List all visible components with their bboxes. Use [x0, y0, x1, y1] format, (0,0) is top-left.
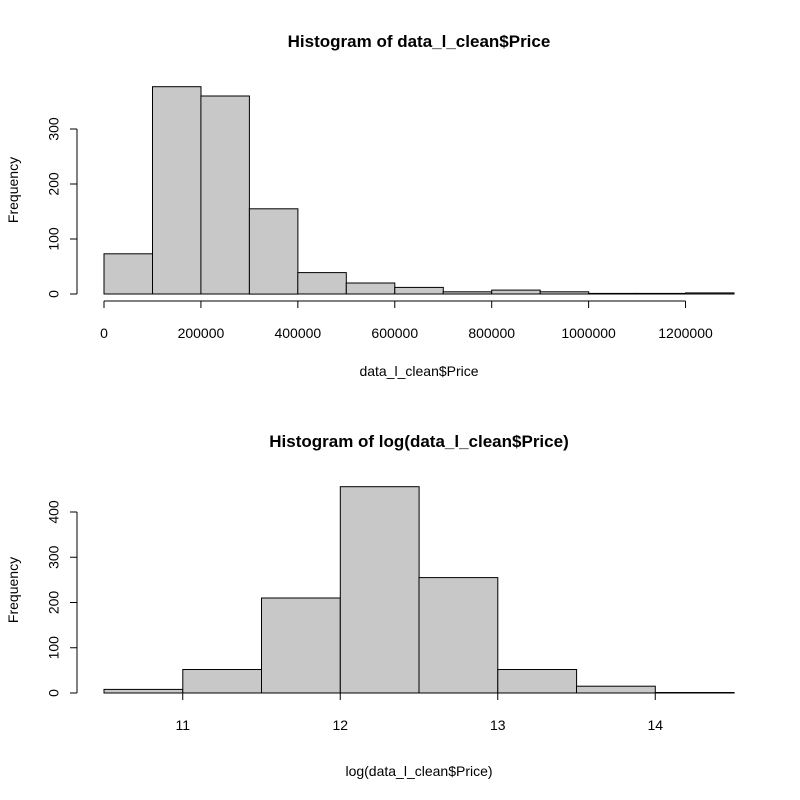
y-tick-label: 300: [46, 545, 62, 569]
y-tick-label: 200: [46, 591, 62, 615]
histogram-bar: [297, 272, 347, 295]
histogram-bar: [442, 291, 493, 295]
histogram-bar: [103, 688, 184, 694]
y-axis: 0 100 200 300 400: [46, 500, 78, 697]
y-tick-label: 0: [46, 689, 62, 697]
histogram-bar: [418, 577, 499, 694]
histogram-bar: [182, 669, 263, 694]
x-tick-label: 13: [490, 717, 506, 733]
x-axis: 0 200000 400000 600000 800000 1000000 1200000: [100, 300, 713, 341]
histogram-bar: [497, 669, 578, 694]
histogram-bar: [539, 291, 590, 295]
x-axis-label: log(data_l_clean$Price): [345, 763, 492, 779]
x-tick-label: 1200000: [658, 325, 713, 341]
histogram-bar: [491, 289, 541, 295]
histogram-bar: [339, 486, 420, 694]
bars: [103, 86, 735, 295]
y-tick-label: 100: [46, 227, 62, 251]
y-axis: 0 100 200 300: [46, 117, 78, 298]
histogram-bar: [588, 292, 638, 295]
x-tick-label: 0: [100, 325, 108, 341]
x-tick-label: 200000: [178, 325, 225, 341]
y-tick-label: 200: [46, 172, 62, 196]
y-tick-label: 400: [46, 500, 62, 524]
histogram-bar: [576, 685, 656, 694]
histogram-log-price: Histogram of log(data_l_clean$Price) log…: [5, 432, 735, 779]
y-tick-label: 300: [46, 117, 62, 141]
x-tick-label: 11: [175, 717, 190, 733]
x-axis-label: data_l_clean$Price: [359, 363, 478, 379]
y-axis-label: Frequency: [5, 157, 21, 223]
y-axis-label: Frequency: [5, 557, 21, 623]
histogram-bar: [345, 282, 396, 295]
x-tick-label: 1000000: [561, 325, 616, 341]
chart-title: Histogram of log(data_l_clean$Price): [269, 432, 568, 451]
histogram-bar: [200, 95, 250, 295]
histogram-bar: [248, 208, 299, 295]
histogram-bar: [685, 292, 735, 295]
x-tick-label: 600000: [371, 325, 418, 341]
x-tick-label: 12: [332, 717, 348, 733]
bars: [103, 486, 735, 694]
histogram-bar: [636, 292, 687, 295]
x-tick-label: 14: [647, 717, 663, 733]
y-tick-label: 100: [46, 636, 62, 660]
chart-title: Histogram of data_l_clean$Price: [288, 32, 551, 51]
x-tick-label: 400000: [274, 325, 321, 341]
x-axis: 11 12 13 14: [104, 692, 734, 733]
y-tick-label: 0: [46, 290, 62, 298]
histogram-bar: [394, 286, 444, 295]
histogram-price: Histogram of data_l_clean$Price data_l_c…: [5, 32, 735, 379]
histogram-bar: [103, 253, 153, 295]
histogram-bar: [261, 597, 341, 694]
histogram-bar: [152, 86, 202, 295]
x-tick-label: 800000: [468, 325, 515, 341]
